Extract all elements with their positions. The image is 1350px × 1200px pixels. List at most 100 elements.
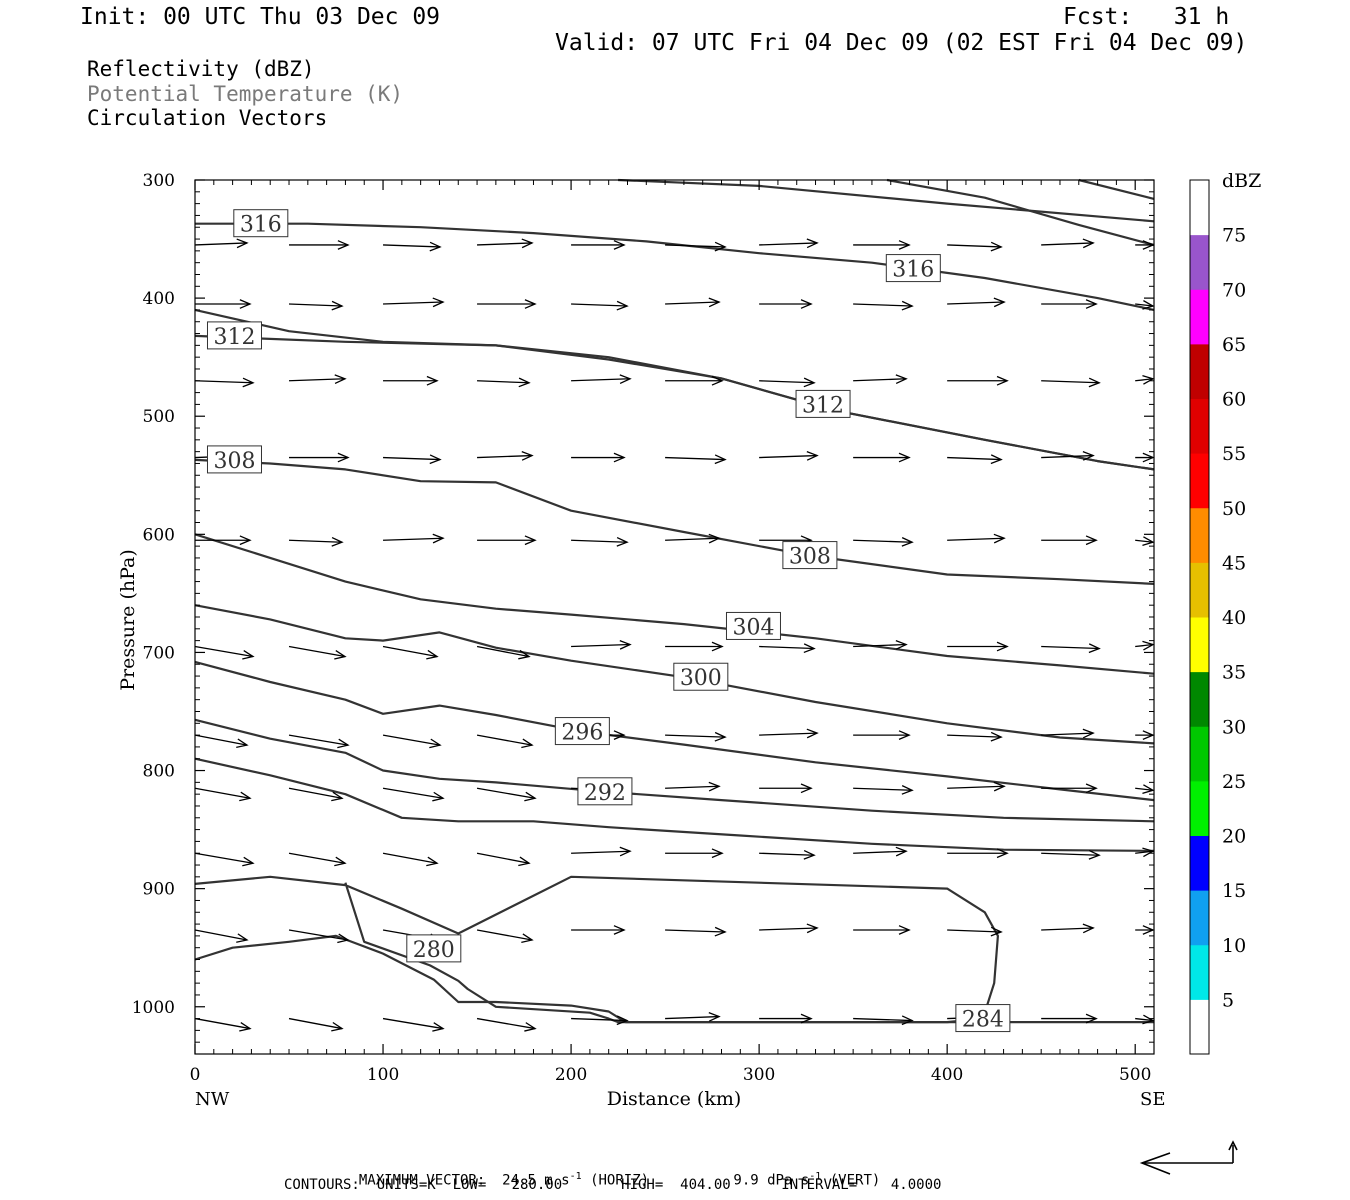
vert-tag: (VERT) bbox=[829, 1172, 881, 1189]
circulation-vector bbox=[383, 533, 445, 544]
circulation-vector bbox=[382, 1017, 445, 1032]
circulation-vector bbox=[947, 781, 1006, 792]
circulation-vector bbox=[571, 536, 629, 547]
circulation-vector bbox=[194, 377, 255, 388]
circulation-vector bbox=[1041, 849, 1101, 860]
circulation-vector bbox=[383, 241, 442, 252]
y-axis-label: Pressure (hPa) bbox=[117, 549, 139, 691]
colorbar-label: 55 bbox=[1222, 443, 1246, 465]
circulation-vector bbox=[383, 375, 439, 386]
isentrope-296 bbox=[194, 660, 1155, 802]
circulation-vector bbox=[571, 300, 629, 311]
isentrope-316 bbox=[195, 222, 1155, 311]
circulation-vector bbox=[853, 785, 914, 795]
circulation-vector bbox=[477, 535, 537, 546]
valid-time: Valid: 07 UTC Fri 04 Dec 09 (02 EST Fri … bbox=[555, 30, 1248, 56]
circulation-vector bbox=[288, 787, 344, 802]
contour-label: 316 bbox=[885, 254, 941, 283]
horiz-tag: (HORIZ) bbox=[590, 1172, 650, 1189]
circulation-vector bbox=[382, 734, 442, 749]
contour-label-text: 312 bbox=[802, 393, 844, 418]
x-tick-label: 100 bbox=[367, 1065, 399, 1085]
x-tick-label: 500 bbox=[1119, 1065, 1151, 1085]
circulation-vector bbox=[665, 848, 724, 859]
circulation-vector bbox=[759, 728, 819, 739]
circulation-vector bbox=[1041, 535, 1098, 546]
colorbar-label: 60 bbox=[1222, 389, 1246, 411]
circulation-vector bbox=[853, 925, 911, 935]
circulation-vector bbox=[1041, 643, 1101, 654]
max-vector-label: MAXIMUM VECTOR: bbox=[358, 1172, 486, 1189]
isentrope-292 bbox=[194, 718, 1155, 823]
circulation-vector bbox=[476, 929, 534, 944]
circulation-vector bbox=[853, 730, 911, 740]
contour-label-text: 316 bbox=[240, 213, 282, 238]
colorbar-label: 70 bbox=[1222, 279, 1246, 301]
circulation-vector bbox=[571, 452, 626, 463]
max-vector-horiz: 24.5 m s bbox=[502, 1172, 570, 1189]
circulation-vector bbox=[288, 852, 347, 867]
circulation-vector bbox=[1135, 375, 1155, 385]
circulation-vector bbox=[1135, 1014, 1155, 1025]
colorbar-label: 25 bbox=[1222, 771, 1246, 793]
colorbar-swatch bbox=[1190, 890, 1209, 946]
circulation-vector bbox=[947, 641, 1009, 652]
circulation-vector bbox=[194, 645, 255, 660]
circulation-vector bbox=[1135, 640, 1155, 651]
circulation-vector bbox=[759, 377, 816, 388]
isentrope-304 bbox=[194, 533, 1155, 675]
colorbar-swatch bbox=[1190, 562, 1209, 618]
circulation-vector bbox=[382, 787, 445, 802]
title-potential-temperature: Potential Temperature (K) bbox=[87, 82, 404, 106]
colorbar-label: 45 bbox=[1222, 552, 1246, 574]
circulation-vector bbox=[759, 849, 816, 860]
dbz-colorbar: 5 10 15 20 25 30 35 40 45 50 55 60 65 70 75 bbox=[1189, 179, 1246, 1055]
circulation-vector bbox=[1135, 452, 1155, 463]
colorbar-swatch bbox=[1190, 180, 1209, 236]
circulation-vector bbox=[947, 297, 1006, 308]
contour-label-text: 312 bbox=[213, 325, 255, 350]
circulation-vector bbox=[288, 734, 350, 749]
y-tick-label: 600 bbox=[143, 525, 175, 545]
x-end-label-right: SE bbox=[1140, 1089, 1165, 1110]
contour-label: 284 bbox=[955, 1004, 1011, 1033]
circulation-vector bbox=[288, 374, 347, 385]
circulation-vector bbox=[759, 643, 816, 654]
circulation-vector bbox=[853, 1015, 914, 1026]
isentrope-312 bbox=[194, 308, 1155, 471]
colorbar-label: 35 bbox=[1222, 662, 1246, 684]
circulation-vector bbox=[571, 374, 632, 384]
circulation-vector bbox=[665, 241, 727, 252]
colorbar-swatch-below bbox=[1190, 999, 1209, 1054]
circulation-vector bbox=[853, 240, 911, 250]
x-axis-label: Distance (km) bbox=[607, 1088, 742, 1110]
contour-label: 304 bbox=[725, 611, 781, 640]
x-tick-label: 400 bbox=[931, 1065, 963, 1085]
colorbar-swatch bbox=[1190, 780, 1209, 836]
circulation-vector bbox=[1135, 847, 1155, 858]
max-vector-info: MAXIMUM VECTOR: 24.5 m s-1 (HORIZ) 9.9 d… bbox=[342, 1158, 880, 1188]
contour-label: 308 bbox=[206, 445, 262, 474]
y-tick-label: 400 bbox=[143, 289, 175, 309]
circulation-vector bbox=[665, 375, 724, 386]
circulation-vector bbox=[288, 645, 347, 660]
contour-label-text: 284 bbox=[962, 1008, 1004, 1033]
x-tick-label: 0 bbox=[190, 1065, 201, 1085]
circulation-vector bbox=[1135, 784, 1155, 795]
circulation-vector bbox=[1135, 925, 1155, 935]
colorbar-label: 40 bbox=[1222, 607, 1246, 629]
circulation-vector bbox=[383, 297, 445, 308]
circulation-vector bbox=[759, 451, 819, 461]
circulation-vector bbox=[476, 852, 531, 867]
contour-label: 292 bbox=[577, 777, 633, 806]
contour-label-group: 316 316 312 312 308 308 304 300 296 292 280 284 bbox=[206, 209, 1011, 1033]
contour-label: 312 bbox=[795, 389, 851, 418]
isentrope-320 bbox=[618, 178, 1155, 223]
circulation-vector bbox=[759, 783, 813, 794]
circulation-vector bbox=[853, 452, 911, 463]
circulation-vector bbox=[853, 846, 908, 857]
circulation-vector bbox=[195, 535, 252, 546]
horiz-exponent: -1 bbox=[569, 1171, 582, 1182]
circulation-vector bbox=[288, 1017, 344, 1032]
circulation-vector bbox=[1041, 728, 1095, 739]
